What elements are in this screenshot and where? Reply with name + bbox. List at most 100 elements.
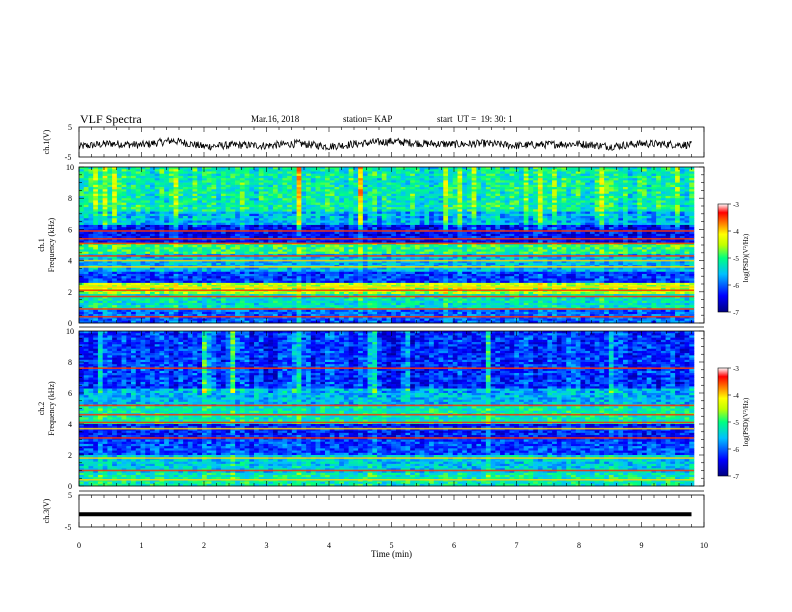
heatmap-cell: [183, 224, 189, 228]
heatmap-cell: [537, 218, 543, 221]
heatmap-cell: [192, 184, 198, 188]
heatmap-cell: [466, 167, 472, 170]
heatmap-cell: [268, 187, 274, 190]
heatmap-cell: [443, 169, 449, 172]
heatmap-cell: [575, 169, 581, 172]
heatmap-cell: [618, 240, 624, 244]
heatmap-cell: [646, 178, 652, 181]
heatmap-cell: [466, 195, 472, 199]
heatmap-cell: [665, 209, 671, 212]
heatmap-cell: [419, 236, 425, 239]
heatmap-cell: [651, 227, 657, 230]
heatmap-cell: [637, 175, 643, 179]
heatmap-cell: [518, 207, 524, 210]
heatmap-cell: [258, 180, 264, 183]
heatmap-cell: [362, 236, 368, 239]
heatmap-cell: [325, 202, 331, 206]
heatmap-cell: [381, 231, 387, 235]
heatmap-cell: [452, 173, 458, 177]
heatmap-cell: [429, 247, 435, 250]
heatmap-cell: [589, 200, 595, 203]
heatmap-cell: [537, 193, 543, 197]
ch1-heatmap: [79, 167, 695, 324]
heatmap-cell: [561, 171, 567, 174]
heatmap-cell: [372, 202, 378, 206]
heatmap-cell: [268, 224, 274, 228]
heatmap-cell: [211, 202, 217, 206]
heatmap-cell: [131, 236, 137, 239]
heatmap-cell: [254, 224, 260, 228]
heatmap-cell: [116, 216, 122, 219]
heatmap-cell: [206, 213, 212, 217]
heatmap-cell: [301, 169, 307, 172]
heatmap-cell: [476, 247, 482, 250]
heatmap-cell: [126, 218, 132, 221]
heatmap-cell: [462, 193, 468, 197]
heatmap-cell: [343, 173, 349, 177]
heatmap-cell: [216, 200, 222, 203]
heatmap-cell: [235, 231, 241, 235]
heatmap-cell: [102, 173, 108, 177]
heatmap-cell: [623, 189, 629, 192]
heatmap-cell: [202, 213, 208, 217]
heatmap-cell: [173, 182, 179, 186]
heatmap-cell: [93, 169, 99, 172]
heatmap-cell: [476, 231, 482, 235]
heatmap-cell: [216, 182, 222, 186]
heatmap-cell: [637, 211, 643, 215]
heatmap-cell: [183, 209, 189, 212]
heatmap-cell: [239, 193, 245, 197]
heatmap-cell: [594, 209, 600, 212]
heatmap-cell: [405, 193, 411, 197]
heatmap-cell: [154, 209, 160, 212]
heatmap-cell: [282, 218, 288, 221]
heatmap-cell: [140, 180, 146, 183]
heatmap-cell: [623, 216, 629, 219]
heatmap-cell: [561, 213, 567, 217]
heatmap-cell: [604, 211, 610, 215]
heatmap-cell: [651, 191, 657, 195]
heatmap-cell: [263, 191, 269, 195]
heatmap-cell: [187, 220, 193, 224]
heatmap-cell: [627, 184, 633, 188]
heatmap-cell: [183, 233, 189, 237]
heatmap-cell: [79, 198, 85, 201]
heatmap-cell: [604, 240, 610, 244]
heatmap-cell: [88, 178, 94, 181]
heatmap-cell: [140, 204, 146, 208]
heatmap-cell: [339, 175, 345, 179]
heatmap-cell: [405, 245, 411, 248]
heatmap-cell: [618, 204, 624, 208]
heatmap-cell: [641, 175, 647, 179]
heatmap-cell: [325, 224, 331, 228]
heatmap-cell: [471, 211, 477, 215]
heatmap-cell: [131, 189, 137, 192]
heatmap-cell: [627, 191, 633, 195]
heatmap-cell: [684, 187, 690, 190]
heatmap-cell: [684, 220, 690, 224]
heatmap-cell: [448, 231, 454, 235]
heatmap-cell: [202, 198, 208, 201]
heatmap-cell: [684, 202, 690, 206]
heatmap-cell: [604, 209, 610, 212]
heatmap-cell: [230, 240, 236, 244]
heatmap-cell: [637, 247, 643, 250]
heatmap-cell: [471, 207, 477, 210]
heatmap-cell: [566, 240, 572, 244]
heatmap-cell: [462, 175, 468, 179]
heatmap-cell: [627, 200, 633, 203]
heatmap-cell: [604, 173, 610, 177]
heatmap-cell: [528, 173, 534, 177]
heatmap-cell: [145, 171, 151, 174]
heatmap-cell: [670, 195, 676, 199]
heatmap-cell: [358, 211, 364, 215]
heatmap-cell: [291, 200, 297, 203]
heatmap-cell: [277, 240, 283, 244]
heatmap-cell: [514, 195, 520, 199]
heatmap-cell: [495, 240, 501, 244]
heatmap-cell: [202, 216, 208, 219]
heatmap-cell: [670, 224, 676, 228]
heatmap-cell: [254, 195, 260, 199]
heatmap-cell: [135, 173, 141, 177]
heatmap-cell: [183, 204, 189, 208]
